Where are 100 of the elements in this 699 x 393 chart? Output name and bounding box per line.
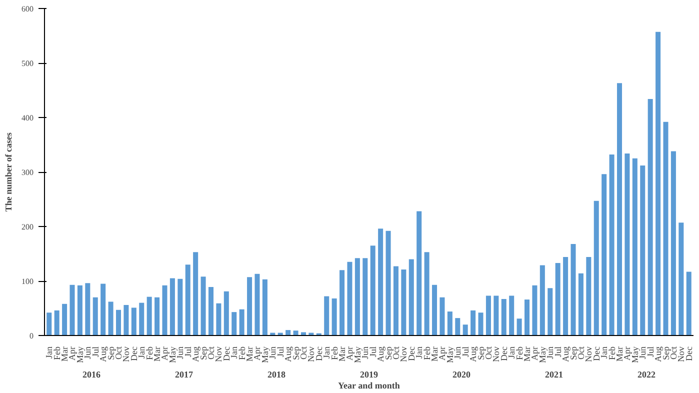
- x-tick-label: Jan: [44, 346, 54, 358]
- bar: [555, 263, 560, 336]
- x-tick-label: Nov: [121, 346, 132, 362]
- x-tick-label: Apr: [437, 346, 448, 360]
- x-tick-label: Aug: [283, 346, 294, 362]
- x-tick-label: Mar: [337, 346, 348, 362]
- text: 2020: [452, 370, 471, 380]
- bar: [62, 304, 68, 336]
- bar: [100, 284, 106, 336]
- bar: [486, 296, 491, 336]
- x-tick-label: Feb: [144, 346, 154, 360]
- bar: [594, 200, 599, 336]
- bar: [670, 151, 676, 336]
- bar: [92, 297, 98, 336]
- text: 2018: [268, 370, 286, 380]
- bar: [578, 273, 584, 336]
- bar: [247, 277, 252, 336]
- bar: [170, 278, 175, 336]
- x-tick-label: Nov: [398, 346, 409, 362]
- bar: [640, 165, 646, 336]
- y-tick-label: 100: [22, 277, 34, 286]
- bar: [347, 262, 352, 336]
- x-tick-label: Feb: [236, 346, 247, 360]
- bar: [540, 265, 545, 336]
- bar: [532, 285, 538, 336]
- bar: [131, 308, 136, 336]
- bar: [46, 312, 52, 336]
- bar: [516, 318, 522, 336]
- x-tick-label: Jul: [552, 346, 563, 358]
- x-tick-label: Jul: [90, 346, 100, 358]
- x-tick-label: Apr: [67, 346, 78, 360]
- x-tick-label: Mar: [152, 346, 162, 362]
- bar: [324, 296, 330, 336]
- bar: [139, 302, 144, 336]
- bar: [232, 312, 237, 336]
- bar: [216, 303, 222, 336]
- bar: [154, 297, 160, 336]
- bar: [262, 279, 268, 336]
- x-tick-label: Feb: [329, 346, 340, 360]
- bar: [340, 270, 345, 336]
- x-tick-label: Jul: [275, 346, 286, 358]
- bar: [632, 158, 638, 336]
- bar: [563, 257, 568, 336]
- text: 2019: [360, 370, 378, 380]
- bar: [200, 276, 206, 336]
- x-tick-label: Nov: [676, 346, 686, 362]
- x-tick-label: Feb: [606, 346, 617, 360]
- x-tick-label: Aug: [560, 346, 571, 362]
- bar: [524, 300, 530, 336]
- bar: [656, 32, 661, 336]
- x-tick-label: Dec: [406, 346, 416, 361]
- x-tick-label: Apr: [252, 346, 262, 360]
- bar: [617, 83, 622, 336]
- bar: [354, 258, 360, 336]
- bar: [70, 284, 75, 336]
- x-tick-label: Feb: [422, 346, 432, 360]
- x-tick-label: Feb: [52, 346, 62, 360]
- bar: [416, 211, 422, 336]
- bar: [332, 298, 337, 336]
- x-tick-label: Dec: [314, 346, 324, 361]
- x-tick-label: Jul: [645, 346, 656, 358]
- bar: [185, 264, 190, 336]
- bar: [300, 332, 306, 336]
- bar: [501, 298, 506, 336]
- text: 2016: [82, 370, 102, 380]
- bar: [432, 284, 438, 336]
- x-tick-label: Apr: [344, 346, 355, 360]
- x-tick-label: Apr: [160, 346, 170, 360]
- x-tick-label: Aug: [468, 346, 478, 362]
- x-tick-label: Aug: [653, 346, 664, 362]
- bar: [678, 222, 684, 336]
- x-tick-label: Nov: [306, 346, 316, 362]
- x-tick-label: Jan: [599, 346, 610, 358]
- bar: [393, 266, 398, 336]
- bar: [440, 297, 445, 336]
- bar: [370, 246, 376, 336]
- y-axis-title: The number of cases: [4, 132, 14, 212]
- bar: [146, 296, 152, 336]
- bar: [624, 153, 630, 336]
- y-tick-label: 200: [22, 222, 34, 232]
- x-tick-label: Mar: [244, 346, 255, 362]
- bar: [108, 302, 114, 336]
- bar: [609, 154, 614, 336]
- bar: [193, 252, 198, 336]
- bar: [548, 288, 553, 336]
- bar: [586, 257, 592, 336]
- text: 2017: [175, 370, 194, 380]
- x-tick-label: Mar: [614, 346, 625, 362]
- x-tick-label: Jan: [414, 346, 424, 358]
- bar: [239, 309, 244, 336]
- x-tick-label: Jul: [368, 346, 378, 358]
- x-tick-label: Apr: [622, 346, 632, 360]
- x-tick-label: Jan: [322, 346, 332, 358]
- bar: [509, 296, 514, 336]
- bar: [462, 324, 468, 336]
- x-tick-label: Mar: [522, 346, 532, 362]
- bar: [378, 228, 384, 336]
- y-tick-label: 500: [22, 59, 34, 68]
- x-tick-label: Jan: [136, 346, 147, 358]
- x-tick-label: Dec: [128, 346, 139, 361]
